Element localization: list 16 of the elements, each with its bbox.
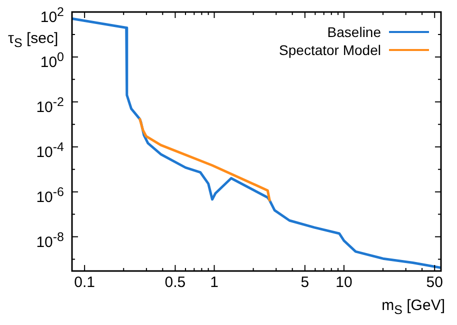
- x-tick-label: 10: [336, 274, 352, 292]
- y-tick-label: 10$^{-4}$: [36, 138, 64, 163]
- y-axis-title: τ$_{S}$ [sec]: [8, 30, 58, 50]
- legend-label: Baseline: [327, 24, 381, 40]
- x-tick-label: 0.5: [164, 274, 186, 292]
- x-tick-label: 5: [300, 274, 310, 292]
- y-tick-label: 10$^{-8}$: [36, 228, 64, 253]
- y-tick-label: 10$^{2}$: [40, 4, 64, 28]
- legend-label: Spectator Model: [279, 42, 381, 58]
- x-tick-label: 50: [426, 274, 443, 292]
- x-tick-label: 0.1: [74, 274, 95, 292]
- y-tick-label: 10$^{-6}$: [36, 184, 64, 208]
- x-axis-title: m$_{S}$ [GeV]: [382, 297, 445, 317]
- y-tick-label: 10$^{0}$: [40, 48, 64, 73]
- y-tick-label: 10$^{-2}$: [36, 94, 64, 118]
- x-tick-label: 1: [210, 274, 218, 292]
